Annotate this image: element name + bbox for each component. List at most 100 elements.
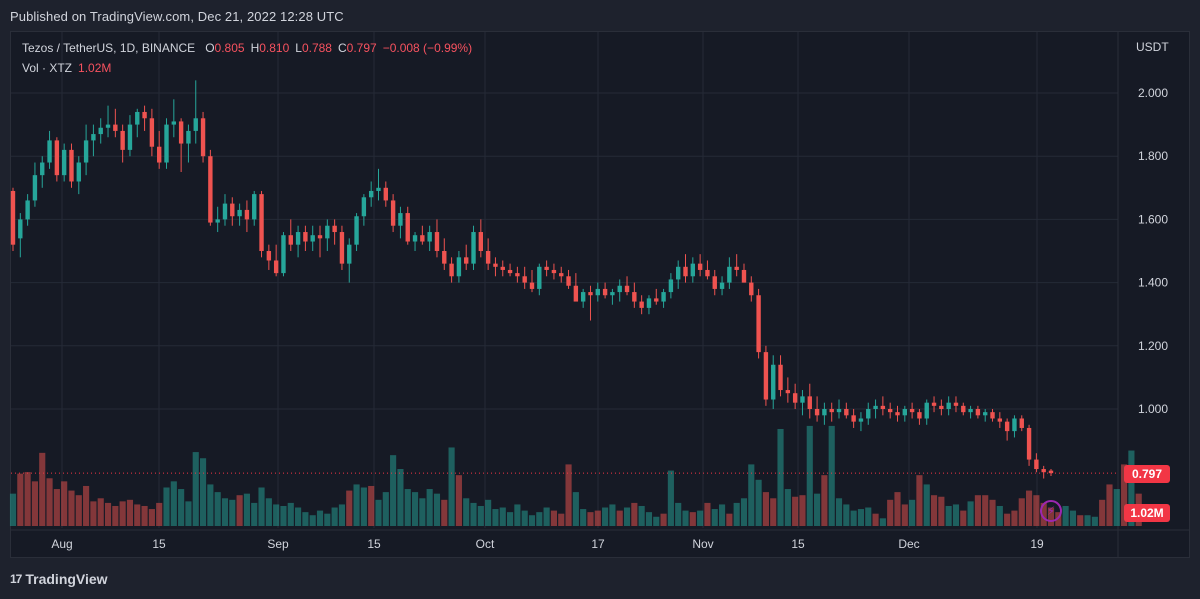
legend-change: −0.008 (−0.99%) (382, 41, 473, 55)
candle-body (464, 257, 469, 264)
volume-bar (39, 452, 46, 526)
volume-bar (777, 428, 784, 526)
volume-bar (477, 505, 484, 526)
volume-bar (492, 509, 499, 526)
candle-body (887, 409, 893, 413)
volume-bar (316, 510, 324, 526)
candle-body (697, 263, 703, 270)
candle-body (559, 273, 564, 277)
lightning-icon[interactable]: ⚡ (1040, 500, 1062, 522)
high-value: 0.810 (259, 41, 290, 55)
time-tick-label: Dec (898, 537, 919, 551)
candle-body (858, 418, 864, 422)
candle-body (1012, 418, 1017, 432)
volume-bar (251, 502, 258, 526)
volume-bar (280, 505, 287, 526)
volume-bar (814, 493, 821, 526)
candle-body (595, 288, 600, 296)
candle-body (902, 409, 907, 416)
volume-bar (382, 492, 389, 526)
volume-bar (821, 475, 828, 526)
volume-bar (645, 512, 653, 526)
candle-body (580, 292, 586, 302)
open-label: O (205, 41, 215, 55)
volume-bar (558, 513, 565, 526)
last-price-tag: 0.797 (1124, 465, 1170, 483)
volume-label[interactable]: Vol · XTZ (22, 61, 73, 75)
legend-open: O0.805 (205, 41, 244, 55)
candle-body (668, 279, 674, 293)
volume-bar (148, 509, 155, 526)
volume-bar (565, 464, 572, 526)
volume-bar (682, 510, 689, 526)
volume-bar (580, 509, 587, 526)
volume-bar (792, 496, 799, 526)
volume-bar (309, 515, 316, 526)
volume-bar (755, 479, 762, 526)
candle-body (427, 232, 432, 242)
candle-body (420, 235, 425, 242)
volume-bar (528, 515, 536, 526)
volume-bar (536, 512, 543, 526)
candle-body (749, 282, 754, 296)
candle-body (332, 225, 337, 233)
volume-bar (697, 510, 704, 526)
volume-bar (1121, 464, 1128, 526)
volume-value: 1.02M (78, 61, 112, 75)
tv-logo-icon: 17 (10, 572, 22, 586)
volume-bar (660, 513, 667, 526)
candle-body (478, 232, 484, 251)
volume-bar (857, 509, 865, 526)
candle-body (259, 194, 264, 251)
candle-body (844, 409, 849, 416)
candle-body (456, 257, 462, 277)
candle-body (222, 203, 228, 220)
candle-body (515, 273, 520, 277)
candle-body (390, 200, 396, 226)
volume-bar (119, 501, 126, 526)
candle-body (551, 269, 557, 274)
volume-bar (221, 498, 229, 526)
legend-symbol[interactable]: Tezos / TetherUS, 1D, BINANCE (22, 41, 196, 55)
volume-bar (214, 492, 221, 526)
volume-bar (938, 496, 945, 526)
candle-body (405, 213, 410, 242)
candle-body (398, 213, 403, 226)
candle-body (252, 194, 257, 220)
candle-body (317, 235, 323, 239)
volume-bar (872, 513, 879, 526)
candle-body (40, 162, 45, 176)
candle-body (946, 402, 951, 409)
volume-bar (711, 509, 718, 526)
candle-body (895, 412, 900, 416)
volume-bar (1033, 495, 1040, 526)
candle-body (873, 405, 878, 409)
volume-bar (967, 501, 974, 526)
chart-panel[interactable] (10, 31, 1190, 558)
time-tick-label: 17 (591, 537, 605, 551)
volume-bar (653, 516, 660, 526)
volume-bar (258, 487, 265, 526)
candle-body (522, 276, 527, 283)
time-tick-label: 15 (791, 537, 805, 551)
candle-body (193, 118, 198, 131)
candle-body (237, 209, 242, 217)
volume-bar (24, 472, 31, 526)
candle-body (1026, 427, 1032, 460)
volume-bar (594, 510, 601, 526)
volume-bar (587, 512, 594, 526)
tradingview-logo[interactable]: 17 TradingView (10, 571, 108, 587)
volume-bar (141, 505, 148, 526)
candle-body (836, 409, 842, 413)
price-axis-unit[interactable]: USDT (1136, 40, 1169, 54)
volume-bar (718, 504, 726, 526)
volume-bar (521, 510, 528, 526)
volume-bar (952, 504, 960, 526)
candle-body (266, 251, 272, 261)
volume-bar (470, 502, 477, 526)
volume-bar (667, 470, 674, 526)
candle-body (866, 409, 871, 419)
volume-bar (631, 502, 638, 526)
volume-bar (338, 504, 346, 526)
